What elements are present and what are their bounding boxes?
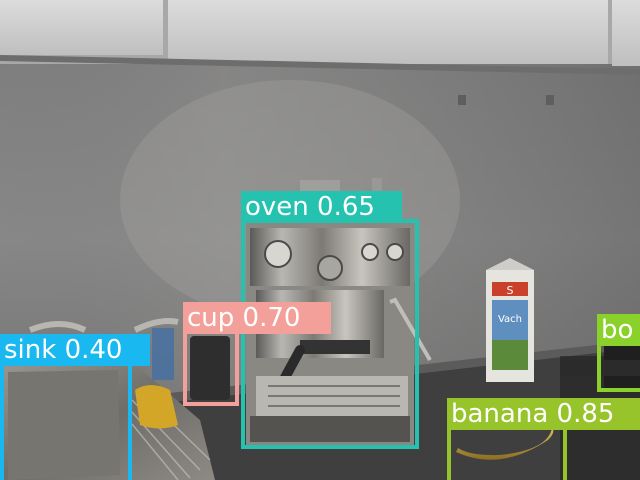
- milk-carton-top: [486, 258, 534, 270]
- banana-label-name: banana: [451, 399, 549, 429]
- wall-fixture-left: [458, 95, 466, 105]
- carton-label: [492, 300, 528, 340]
- gauge-right-2: [386, 243, 404, 261]
- blue-glass: [152, 328, 174, 380]
- drip-tray-grate: [268, 385, 400, 407]
- banana-detection-label: banana 0.85: [447, 398, 640, 430]
- faucet-left: [28, 321, 87, 333]
- cabinet-shadow-edge: [0, 55, 640, 75]
- bowl-bounding-box: [597, 341, 640, 392]
- oven-label-name: oven: [245, 192, 309, 222]
- cup-detection-label: cup 0.70: [183, 302, 331, 334]
- carton-brand-text: S: [507, 284, 514, 297]
- banana-bounding-box: [447, 425, 567, 480]
- sink-detection-label: sink 0.40: [0, 334, 150, 366]
- sink-basin: [8, 370, 120, 480]
- dark-cup: [190, 336, 230, 400]
- bowl-detection-label: bo: [597, 314, 640, 346]
- cabinet-door-right: [612, 0, 640, 66]
- oven-bounding-box: [241, 219, 419, 449]
- sink-label-score: 0.40: [64, 335, 123, 365]
- portafilter: [300, 340, 370, 354]
- machine-base: [250, 416, 410, 442]
- cabinet-door-left: [0, 0, 163, 55]
- cup-label-name: cup: [187, 303, 235, 333]
- carton-meadow: [492, 340, 528, 370]
- cup-bounding-box: [183, 330, 239, 406]
- sink-label-name: sink: [4, 335, 57, 365]
- oven-label-score: 0.65: [317, 192, 375, 222]
- pressure-gauge-left: [264, 240, 292, 268]
- cup-label-score: 0.70: [242, 303, 301, 333]
- carton-product-text: Vach: [498, 314, 522, 325]
- carton-logo-band: [492, 282, 528, 296]
- control-knob: [317, 255, 343, 281]
- cabinet-door-middle: [168, 0, 608, 64]
- wall-fixture-right: [546, 95, 554, 105]
- faucet-right: [133, 318, 179, 333]
- banana-label-score: 0.85: [556, 399, 615, 429]
- sponge: [135, 385, 178, 429]
- sink-bounding-box: [0, 360, 132, 480]
- oven-detection-label: oven 0.65: [241, 191, 402, 223]
- bowl-label-name: bo: [601, 315, 634, 345]
- gauge-right-1: [361, 243, 379, 261]
